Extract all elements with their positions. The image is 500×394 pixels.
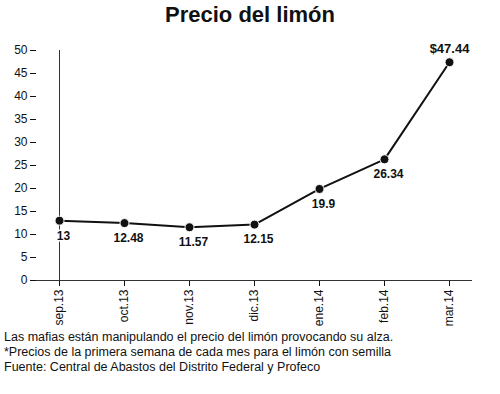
svg-text:oct.13: oct.13	[117, 289, 131, 322]
svg-text:45: 45	[14, 66, 28, 80]
svg-text:35: 35	[14, 112, 28, 126]
html-text:Fuente: Central de Abastos del: Fuente: Central de Abastos del Distrito …	[4, 360, 321, 374]
svg-text:dic.13: dic.13	[247, 289, 261, 321]
svg-text:feb.14: feb.14	[377, 289, 391, 323]
svg-text:30: 30	[14, 135, 28, 149]
html-text:*Precios de la primera semana: *Precios de la primera semana de cada me…	[4, 345, 391, 359]
svg-text:40: 40	[14, 89, 28, 103]
svg-text:25: 25	[14, 158, 28, 172]
svg-text:19.9: 19.9	[312, 197, 336, 211]
svg-text:$47.44: $47.44	[430, 41, 471, 56]
svg-text:15: 15	[14, 204, 28, 218]
svg-text:13: 13	[57, 229, 71, 243]
svg-text:12.48: 12.48	[113, 231, 143, 245]
svg-text:50: 50	[14, 43, 28, 57]
svg-text:5: 5	[21, 250, 28, 264]
svg-text:ene.14: ene.14	[312, 289, 326, 326]
svg-text:26.34: 26.34	[373, 167, 403, 181]
svg-text:mar.14: mar.14	[442, 289, 456, 326]
svg-text:20: 20	[14, 181, 28, 195]
html-text:Las mafias están manipulando e: Las mafias están manipulando el precio d…	[4, 330, 394, 344]
svg-text:sep.13: sep.13	[52, 289, 66, 325]
svg-text:nov.13: nov.13	[182, 289, 196, 324]
svg-text:11.57: 11.57	[179, 235, 209, 249]
svg-text:12.15: 12.15	[243, 232, 273, 246]
html-text:Precio del limón: Precio del limón	[165, 2, 335, 27]
svg-text:0: 0	[21, 273, 28, 287]
svg-text:10: 10	[14, 227, 28, 241]
